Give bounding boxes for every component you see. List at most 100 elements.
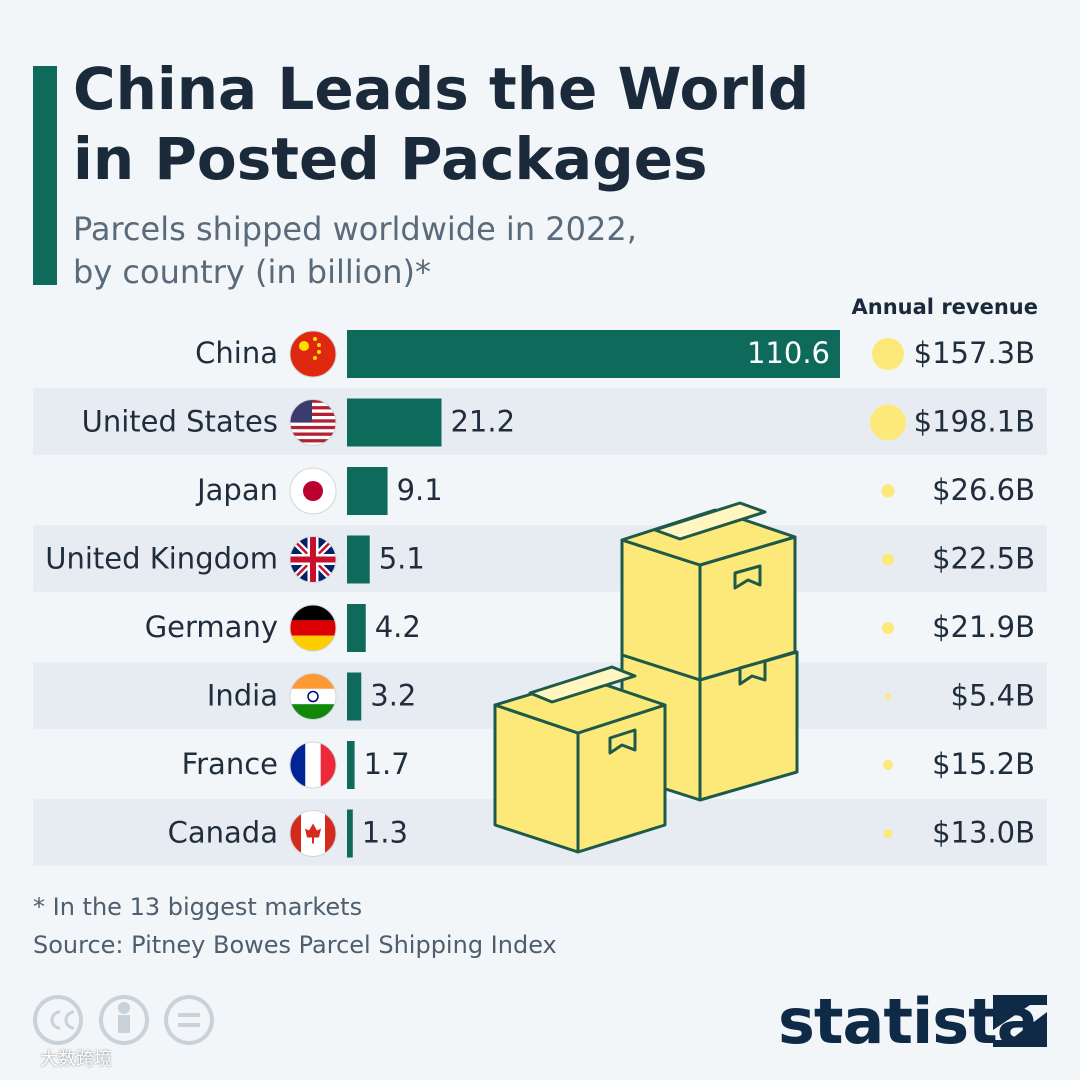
category-label: Japan (195, 473, 278, 507)
flag-icon (289, 741, 337, 789)
flag (290, 704, 336, 720)
flag (290, 536, 336, 583)
bar (347, 809, 353, 858)
revenue-label: $198.1B (914, 405, 1035, 439)
flag-icon (289, 467, 337, 515)
bar (347, 467, 388, 515)
bar (347, 604, 366, 652)
flag (307, 690, 319, 703)
boxes-illustration (493, 501, 799, 854)
flag (290, 406, 336, 410)
flag-body (290, 742, 336, 788)
bar-value-label: 1.3 (362, 816, 408, 850)
flag-icon (289, 604, 337, 652)
flag (290, 432, 336, 436)
category-label: France (182, 747, 278, 781)
bar-value-label: 3.2 (370, 679, 416, 713)
revenue-bubble (882, 622, 894, 634)
bar-value-label: 110.6 (747, 336, 830, 370)
brand-icon (993, 995, 1047, 1047)
revenue-bubble (883, 828, 893, 839)
row-stripe (33, 525, 1047, 592)
accent-bar (33, 66, 57, 285)
flag-body (290, 536, 336, 583)
flag (317, 350, 321, 354)
flag (290, 688, 336, 705)
flag (290, 742, 306, 788)
flag (320, 742, 336, 788)
category-label: India (207, 679, 278, 713)
flag (299, 341, 309, 351)
category-label: United States (82, 405, 278, 439)
revenue-bubble (883, 760, 893, 770)
brand-logo: statista (778, 985, 1039, 1058)
revenue-label: $22.5B (932, 542, 1035, 576)
flag (313, 356, 317, 360)
revenue-label: $13.0B (932, 816, 1035, 850)
bar (347, 741, 355, 789)
flag (290, 673, 336, 689)
revenue-label: $157.3B (914, 336, 1035, 370)
bar (347, 330, 840, 378)
flag-outline (289, 536, 337, 583)
flag-icon (289, 673, 337, 720)
bar-value-label: 9.1 (397, 473, 443, 507)
footnote: * In the 13 biggest markets (33, 893, 363, 921)
category-label: Canada (168, 816, 278, 850)
source: Source: Pitney Bowes Parcel Shipping Ind… (33, 931, 557, 959)
flag-icon (289, 330, 337, 378)
bar-value-label: 21.2 (450, 405, 515, 439)
revenue-bubble (881, 553, 895, 566)
flag-body (290, 605, 336, 651)
flag-outline (289, 741, 337, 789)
flag-outline (289, 604, 337, 652)
revenue-bubble (869, 404, 907, 441)
flag (305, 742, 321, 788)
flag-body (290, 673, 336, 720)
license-icons (33, 995, 214, 1045)
bar (347, 672, 362, 721)
revenue-bubble (881, 484, 895, 498)
flag-outline (289, 399, 337, 446)
bar (347, 398, 442, 447)
flag (313, 337, 317, 341)
bar-value-label: 1.7 (364, 747, 410, 781)
flag (325, 810, 336, 857)
chart-title: China Leads the World in Posted Packages (73, 55, 810, 193)
flag (290, 419, 336, 423)
watermark: 大数跨境 (40, 1049, 112, 1070)
flag (290, 605, 336, 621)
revenue-bubble (885, 693, 891, 700)
flag (290, 810, 301, 857)
bar-value-label: 4.2 (375, 610, 421, 644)
revenue-header: Annual revenue (852, 295, 1038, 319)
flag-outline (289, 673, 337, 720)
flag (290, 620, 336, 636)
revenue-label: $21.9B (932, 610, 1035, 644)
revenue-label: $15.2B (932, 747, 1035, 781)
flag-body (290, 810, 336, 857)
flag-body (290, 399, 336, 446)
flag-outline (289, 330, 337, 378)
flag (305, 823, 321, 844)
flag (290, 439, 336, 443)
flag (303, 481, 323, 501)
category-label: Germany (145, 610, 278, 644)
chart-subtitle: Parcels shipped worldwide in 2022, by co… (73, 210, 637, 291)
flag (290, 412, 336, 416)
flag-outline (289, 467, 337, 515)
marks: Annual revenue China 110.6 $157.3B United St… (45, 295, 1038, 858)
flag (290, 635, 336, 651)
category-label: United Kingdom (45, 542, 278, 576)
flag-icon (289, 399, 337, 446)
revenue-label: $26.6B (932, 473, 1035, 507)
bar-value-label: 5.1 (379, 542, 425, 576)
flag (317, 343, 321, 347)
flag-body (290, 468, 336, 514)
revenue-label: $5.4B (951, 679, 1035, 713)
category-label: China (195, 336, 278, 370)
flag (290, 425, 336, 430)
flag-icon (289, 536, 337, 583)
